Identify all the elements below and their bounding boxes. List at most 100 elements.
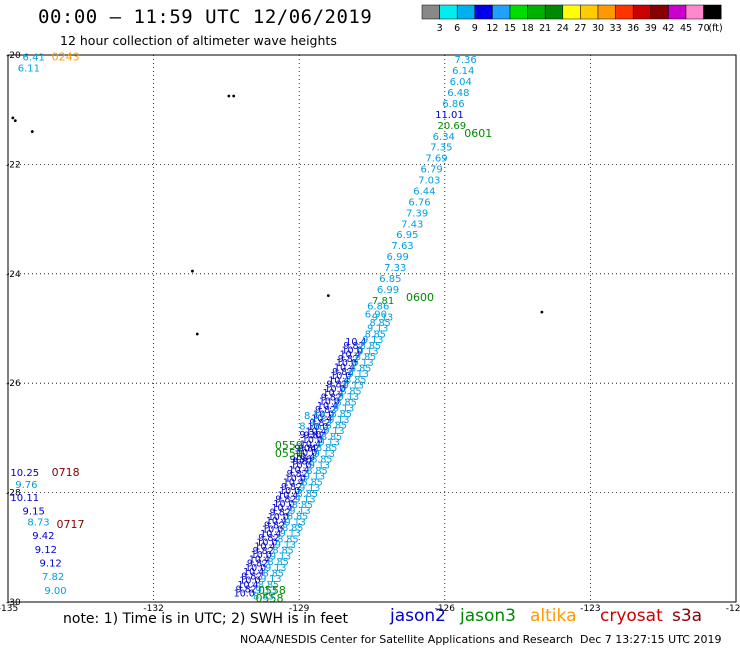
lat-tick-label: -24: [6, 270, 21, 280]
track-reading: 9.13: [285, 517, 306, 528]
track-reading: 9.82: [287, 469, 308, 480]
colorbar-label: 45: [680, 23, 692, 34]
swh-reading: 9.42: [32, 531, 54, 542]
track-reading: 9.82: [343, 341, 364, 352]
lat-tick-label: -28: [6, 489, 21, 499]
track-reading: 10.0: [313, 409, 334, 420]
colorbar-swatch: [703, 4, 722, 20]
track-reading: 9.13: [333, 403, 354, 414]
track-reading: 9.82: [326, 380, 347, 391]
island-marker: [227, 94, 231, 98]
track-reading: 10.4: [306, 426, 327, 437]
swh-reading: 7.69: [425, 154, 447, 165]
legend-altika: altika: [530, 606, 577, 626]
swh-reading: 6.79: [421, 165, 443, 176]
track-reading: 10.0: [302, 435, 323, 446]
track-reading: 8.85: [273, 546, 294, 557]
colorbar-label: 12: [486, 23, 498, 34]
time-label: 0601: [464, 127, 492, 140]
time-label: 0718: [52, 466, 80, 479]
track-reading: 8.85: [370, 318, 391, 329]
swh-reading: 9.12: [40, 558, 62, 569]
colorbar: 3 6 9 12 15 18 21 24 27 30 33 36 39 42 45 70(ft): [421, 4, 723, 34]
jason2-track: 10.09.8210.410.09.8210.410.09.8210.410.0…: [234, 337, 367, 600]
credit-date: Dec 7 13:27:15 UTC 2019: [580, 633, 722, 646]
track-reading: 8.85: [336, 398, 357, 409]
legend-jason3: jason3: [460, 606, 516, 626]
track-reading: 10.4: [294, 452, 315, 463]
track-reading: 9.13: [319, 438, 340, 449]
lat-tick-label: -22: [6, 160, 21, 170]
colorbar-label: 42: [662, 23, 674, 34]
track-reading: 9.13: [280, 529, 301, 540]
map-frame: [7, 54, 737, 603]
colorbar-label: 15: [504, 23, 516, 34]
track-reading: 10.4: [260, 529, 281, 540]
track-reading: 10.4: [283, 478, 304, 489]
footer-note: note: 1) Time is in UTC; 2) SWH is in fe…: [63, 611, 349, 627]
colorbar-label: 33: [610, 23, 622, 34]
track-reading: 10.0: [330, 371, 351, 382]
track-reading: 8.85: [287, 512, 308, 523]
track-reading: 10.0: [245, 563, 266, 574]
track-reading: 9.82: [270, 507, 291, 518]
track-reading: 10.0: [307, 422, 328, 433]
track-reading: 8.85: [282, 523, 303, 534]
track-reading: 9.13: [265, 563, 286, 574]
legend-s3a: s3a: [672, 606, 703, 626]
track-reading: 9.13: [309, 460, 330, 471]
swh-reading: 6.99: [377, 285, 399, 296]
track-reading: 8.85: [326, 420, 347, 431]
page-title: 00:00 — 11:59 UTC 12/06/2019: [38, 6, 373, 28]
track-reading: 8.85: [345, 375, 366, 386]
track-reading: 8.85: [263, 568, 284, 579]
track-reading: 10.4: [300, 439, 321, 450]
wave-height-map[interactable]: -135 -132 -129 -126 -123 -120 -30 -28 -26 -24 -22 -…: [0, 0, 740, 612]
colorbar-label: 24: [557, 23, 569, 34]
swh-reading: 10.25: [10, 468, 39, 479]
colorbar-label: 36: [627, 23, 639, 34]
swh-reading: 7.63: [391, 241, 413, 252]
swh-reading: 6.86: [367, 301, 389, 312]
track-reading: 9.82: [236, 584, 257, 595]
colorbar-label: 27: [574, 23, 586, 34]
track-reading: 9.13: [372, 312, 393, 323]
track-reading: 9.13: [353, 358, 374, 369]
track-reading: 9.13: [328, 415, 349, 426]
colorbar-label: 39: [645, 23, 657, 34]
swh-reading: 10.11: [10, 493, 39, 504]
track-reading: 10.0: [285, 473, 306, 484]
time-label: 0559: [275, 447, 303, 460]
swh-reading: 7.39: [406, 208, 428, 219]
track-reading: 9.13: [343, 381, 364, 392]
track-reading: 9.82: [332, 367, 353, 378]
lat-tick-label: -30: [6, 598, 21, 608]
colorbar-label: 9: [472, 23, 478, 34]
island-marker: [232, 94, 236, 98]
track-reading: 10.0: [239, 576, 260, 587]
track-reading: 10.0: [319, 397, 340, 408]
track-reading: 10.0: [296, 448, 317, 459]
swh-reading: 6.34: [433, 132, 455, 143]
track-reading: 10.0: [256, 537, 277, 548]
track-reading: 10.0: [234, 589, 255, 600]
swh-reading: 9.15: [23, 506, 45, 517]
island-marker: [326, 294, 330, 298]
swh-reading: 6.11: [18, 63, 40, 74]
jason3-track: 8.859.138.859.138.859.138.859.138.859.13…: [253, 312, 393, 602]
track-reading: 10.4: [249, 554, 270, 565]
track-reading: 10.0: [342, 345, 363, 356]
swh-reading: 7.43: [401, 219, 423, 230]
island-marker: [13, 119, 17, 123]
track-reading: 9.13: [362, 335, 383, 346]
legend-cryosat: cryosat: [600, 606, 663, 626]
island-marker: [11, 116, 15, 120]
track-reading: 10.0: [290, 461, 311, 472]
track-reading: 10.0: [268, 512, 289, 523]
island-marker: [191, 269, 194, 273]
track-reading: 10.0: [251, 550, 272, 561]
track-reading: 8.85: [365, 329, 386, 340]
track-reading: 9.82: [298, 444, 319, 455]
time-label: 0717: [57, 518, 85, 531]
swh-reading: 6.76: [408, 197, 430, 208]
